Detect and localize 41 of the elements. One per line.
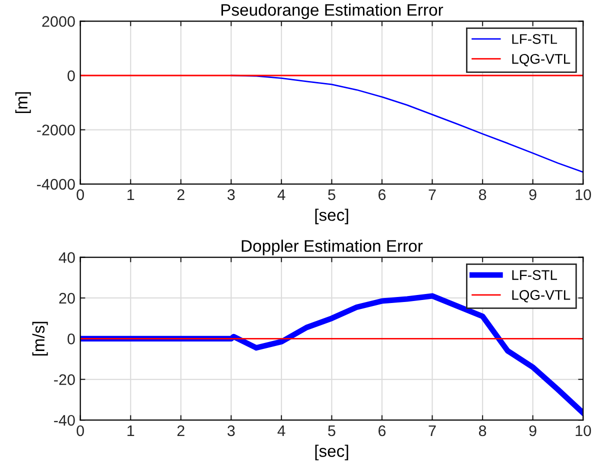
x-tick-label: 3 [227, 189, 235, 200]
y-tick-label: 0 [68, 334, 75, 344]
x-tick-label: 7 [428, 426, 436, 436]
x-tick-label: 5 [328, 426, 336, 436]
x-tick-label: 5 [328, 189, 336, 200]
x-tick-label: 8 [478, 189, 486, 200]
y-tick-label: -40 [54, 414, 75, 426]
y-tick-label: -2000 [37, 124, 75, 136]
x-axis-title: [sec] [315, 444, 348, 460]
x-tick-label: 2 [177, 425, 184, 436]
x-tick-label: 9 [529, 425, 536, 436]
y-tick-label: -20 [54, 374, 75, 386]
legend-label: LQG-VTL [512, 290, 570, 302]
y-tick-label: 2000 [42, 16, 75, 27]
x-tick-label: 2 [177, 189, 184, 200]
x-tick-label: 4 [278, 189, 286, 200]
y-tick-label: 40 [58, 252, 75, 263]
y-axis-title: [m/s] [32, 322, 48, 356]
x-tick-label: 6 [378, 425, 386, 436]
y-tick-label: -4000 [37, 178, 75, 190]
x-tick-label: 10 [576, 189, 591, 200]
x-tick-label: 6 [378, 189, 386, 200]
legend-label: LF-STL [512, 34, 558, 44]
x-tick-label: 10 [576, 425, 591, 436]
y-axis-title: [m] [15, 92, 31, 114]
x-tick-label: 8 [478, 425, 486, 436]
x-tick-label: 1 [128, 189, 134, 200]
chart-title: Doppler Estimation Error [242, 240, 423, 256]
x-tick-label: 9 [529, 189, 536, 200]
x-tick-label: 3 [227, 425, 235, 436]
x-tick-label: 1 [128, 426, 134, 436]
x-tick-label: 0 [76, 189, 84, 200]
legend-label: LF-STL [512, 270, 558, 280]
x-axis-title: [sec] [315, 208, 348, 224]
y-tick-label: 20 [59, 292, 75, 304]
chart-title: Pseudorange Estimation Error [221, 4, 444, 20]
x-tick-label: 0 [76, 425, 84, 436]
legend-label: LQG-VTL [512, 54, 570, 66]
x-tick-label: 4 [278, 426, 286, 436]
x-tick-label: 7 [428, 189, 436, 200]
y-tick-label: 0 [68, 70, 75, 82]
